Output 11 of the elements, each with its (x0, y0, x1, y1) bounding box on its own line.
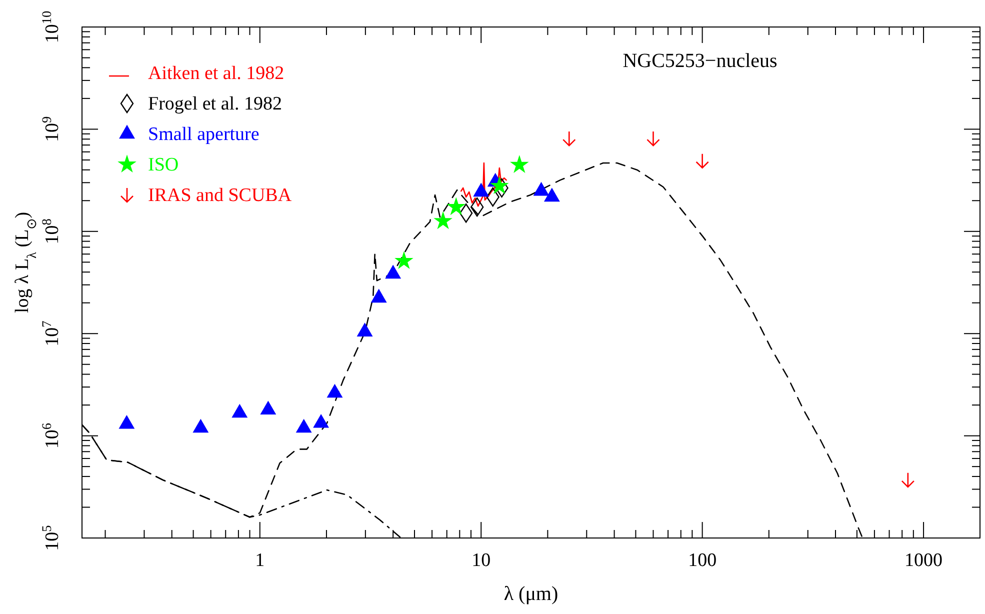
x-axis-title: λ (μm) (504, 583, 558, 605)
x-tick-label: 1000 (904, 550, 943, 571)
legend-label: Frogel et al. 1982 (148, 94, 282, 114)
x-tick-label: 100 (688, 550, 717, 571)
x-tick-label: 10 (472, 550, 491, 571)
legend-label: ISO (148, 154, 179, 176)
text: NGC5253−nucleus (622, 50, 778, 72)
legend-label: Small aperture (148, 124, 260, 145)
legend-label: Aitken et al. 1982 (148, 63, 284, 84)
legend-label: IRAS and SCUBA (148, 185, 292, 206)
x-tick-label: 1 (255, 550, 265, 571)
